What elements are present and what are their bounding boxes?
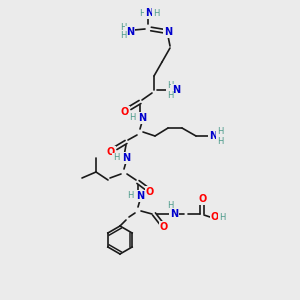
- Text: N: N: [172, 85, 180, 95]
- Text: H: H: [120, 23, 126, 32]
- Text: H: H: [113, 154, 119, 163]
- Text: H: H: [129, 113, 135, 122]
- Text: N: N: [138, 113, 146, 123]
- Text: N: N: [164, 27, 172, 37]
- Text: H: H: [127, 191, 133, 200]
- Text: O: O: [146, 187, 154, 197]
- Text: H: H: [139, 8, 145, 17]
- Text: N: N: [209, 131, 217, 141]
- Text: O: O: [160, 222, 168, 232]
- Text: O: O: [199, 194, 207, 204]
- Text: H: H: [217, 127, 223, 136]
- Text: H: H: [153, 8, 159, 17]
- Text: H: H: [219, 212, 225, 221]
- Text: N: N: [170, 209, 178, 219]
- Text: N: N: [136, 191, 144, 201]
- Text: O: O: [107, 147, 115, 157]
- Text: H: H: [167, 91, 173, 100]
- Text: H: H: [120, 32, 126, 40]
- Text: H: H: [217, 136, 223, 146]
- Text: O: O: [121, 107, 129, 117]
- Text: H: H: [167, 202, 173, 211]
- Text: N: N: [145, 8, 153, 18]
- Text: N: N: [126, 27, 134, 37]
- Text: H: H: [167, 80, 173, 89]
- Text: O: O: [211, 212, 219, 222]
- Text: N: N: [122, 153, 130, 163]
